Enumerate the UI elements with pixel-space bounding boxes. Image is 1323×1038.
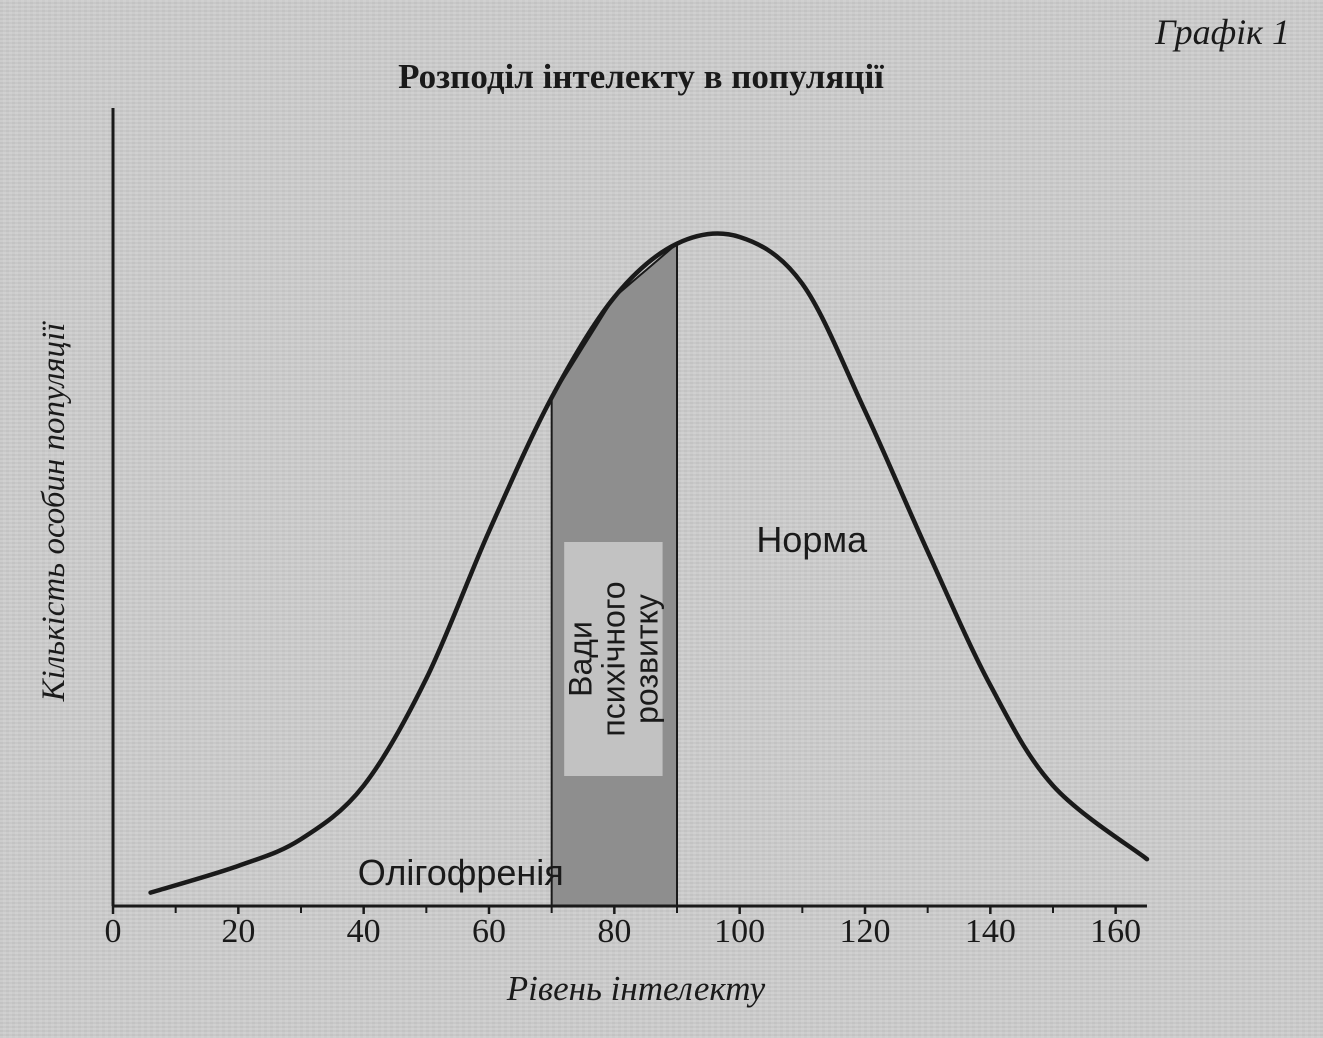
plot-area: 0 20 40 60 80 100 120 140 160 Олігофренія Норма Вад… <box>105 108 1150 950</box>
y-axis-label: Кількість особин популяції <box>36 321 72 703</box>
x-tick-label: 140 <box>965 913 1016 950</box>
region-label-developmental-disorders: розвитку <box>628 594 664 724</box>
x-tick-label: 80 <box>597 913 631 950</box>
region-label-developmental-disorders: Вади <box>562 621 598 697</box>
label-box-developmental-disorders <box>564 542 663 776</box>
x-tick-label: 100 <box>714 913 765 950</box>
chart-title: Розподіл інтелекту в популяції <box>398 57 884 96</box>
x-tick-label: 60 <box>472 913 506 950</box>
region-label-developmental-disorders: психічного <box>595 581 631 736</box>
x-tick-label: 160 <box>1090 913 1141 950</box>
x-tick-label: 0 <box>105 913 122 950</box>
x-tick-label: 20 <box>221 913 255 950</box>
region-label-norm: Норма <box>756 519 868 560</box>
x-axis-label: Рівень інтелекту <box>506 969 766 1008</box>
figure-label: Графік 1 <box>1154 12 1290 52</box>
x-tick-label: 40 <box>347 913 381 950</box>
x-tick-label: 120 <box>840 913 891 950</box>
distribution-curve <box>148 231 1150 895</box>
region-label-oligophrenia: Олігофренія <box>358 852 564 893</box>
